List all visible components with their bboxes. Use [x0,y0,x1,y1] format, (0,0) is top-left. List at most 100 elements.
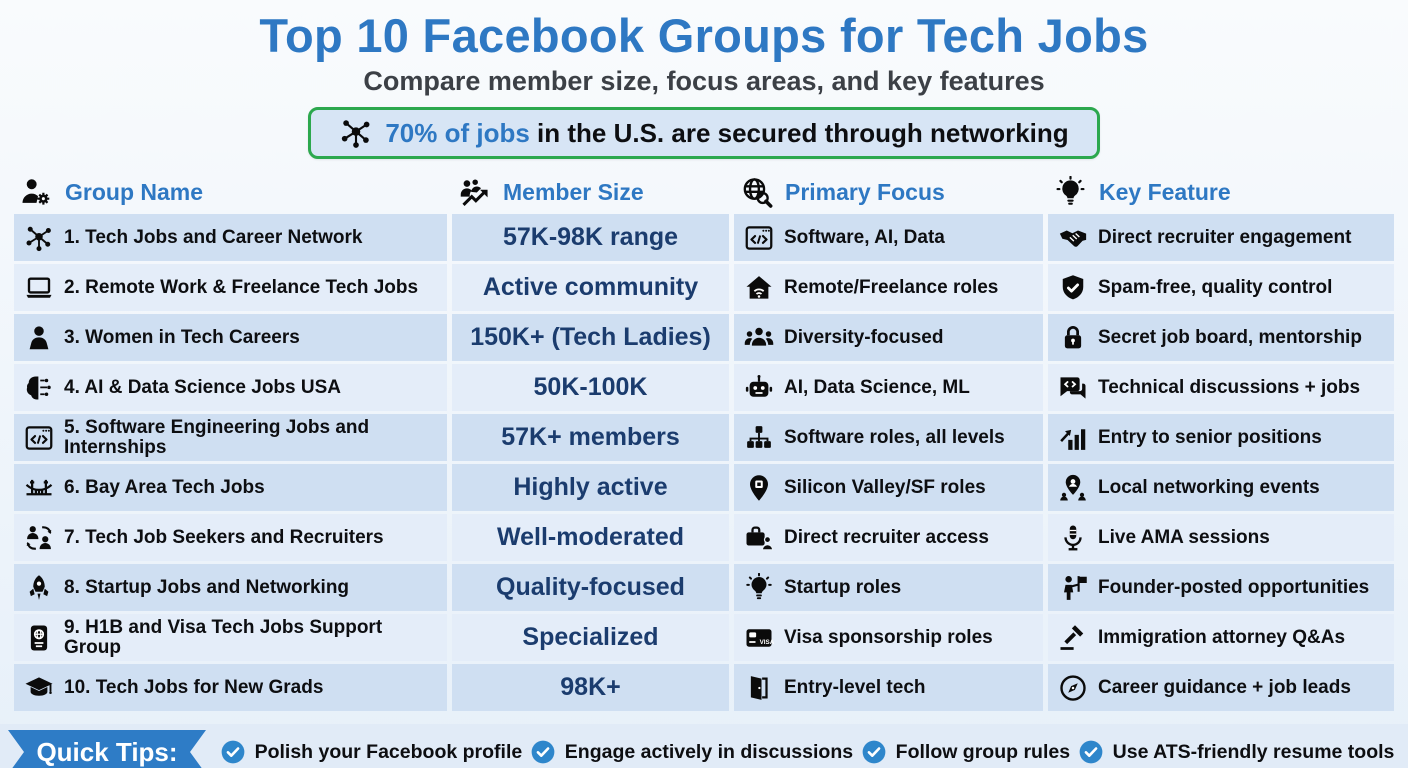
quick-tips-list: Polish your Facebook profile Engage acti… [206,739,1408,765]
network-icon [24,223,54,253]
users-group-icon [744,323,774,353]
passport-icon [24,623,54,653]
key-feature-text: Local networking events [1098,476,1320,498]
member-size-text: 150K+ (Tech Ladies) [470,323,711,352]
primary-focus-cell: Direct recruiter access [734,514,1043,561]
group-name-cell: 6. Bay Area Tech Jobs [14,464,447,511]
house-wifi-icon [744,273,774,303]
stat-rest: in the U.S. are secured through networki… [529,117,1069,148]
stat-callout: 70% of jobs in the U.S. are secured thro… [308,107,1100,159]
member-size-text: 98K+ [560,673,621,702]
group-name-cell: 4. AI & Data Science Jobs USA [14,364,447,411]
handshake-icon [1058,223,1088,253]
member-size-text: 57K+ members [501,423,680,452]
primary-focus-cell: VISA Visa sponsorship roles [734,614,1043,661]
people-growth-icon [458,176,491,209]
primary-focus-text: Diversity-focused [784,326,944,348]
check-circle-icon [861,739,887,765]
member-size-text: 57K-98K range [502,223,679,252]
key-feature-cell: Career guidance + job leads [1048,664,1394,711]
quick-tips-ribbon: Quick Tips: [8,730,206,768]
primary-focus-cell: Diversity-focused [734,314,1043,361]
tip-text: Polish your Facebook profile [254,740,523,763]
group-name-cell: 10. Tech Jobs for New Grads [14,664,447,711]
robot-icon [744,373,774,403]
group-name-text: 3. Women in Tech Careers [64,326,300,348]
member-size-text: Quality-focused [496,573,685,602]
gavel-icon [1058,623,1088,653]
column-header-label: Key Feature [1099,178,1231,205]
member-size-text: Active community [482,273,699,302]
column-header-label: Member Size [503,178,644,205]
laptop-icon [24,273,54,303]
primary-focus-cell: AI, Data Science, ML [734,364,1043,411]
door-open-icon [744,673,774,703]
tip-item: Polish your Facebook profile [220,739,523,765]
member-size-cell: 50K-100K [452,364,729,411]
key-feature-text: Entry to senior positions [1098,426,1322,448]
group-name-text: 7. Tech Job Seekers and Recruiters [64,526,384,548]
column-header-primary-focus: Primary Focus [734,173,1043,211]
key-feature-cell: Immigration attorney Q&As [1048,614,1394,661]
column-header-key-feature: Key Feature [1048,173,1394,211]
key-feature-cell: Direct recruiter engagement [1048,214,1394,261]
tip-text: Use ATS-friendly resume tools [1112,740,1395,763]
key-feature-text: Immigration attorney Q&As [1098,626,1346,648]
primary-focus-text: Silicon Valley/SF roles [784,476,986,498]
key-feature-cell: Spam-free, quality control [1048,264,1394,311]
group-name-cell: 5. Software Engineering Jobs and Interns… [14,414,447,461]
column-header-label: Group Name [65,178,204,205]
member-size-text: Highly active [513,473,668,502]
group-name-cell: 9. H1B and Visa Tech Jobs Support Group [14,614,447,661]
globe-search-icon [740,176,773,209]
lightbulb-icon [744,572,774,603]
group-name-text: 10. Tech Jobs for New Grads [64,676,324,698]
key-feature-cell: Founder-posted opportunities [1048,564,1394,611]
primary-focus-cell: Software roles, all levels [734,414,1043,461]
member-size-cell: Active community [452,264,729,311]
person-flag-icon [1058,573,1088,603]
member-size-cell: 98K+ [452,664,729,711]
group-name-cell: 3. Women in Tech Careers [14,314,447,361]
woman-icon [24,323,54,353]
shield-check-icon [1058,273,1088,303]
grad-cap-icon [24,673,54,703]
stat-highlight: 70% of jobs [385,117,530,148]
tip-item: Use ATS-friendly resume tools [1078,739,1395,765]
column-header-member-size: Member Size [452,173,729,211]
tip-text: Engage actively in discussions [564,740,854,763]
primary-focus-text: Direct recruiter access [784,526,989,548]
code-chat-icon [1058,373,1088,403]
member-size-cell: 150K+ (Tech Ladies) [452,314,729,361]
quick-tips-bar: Quick Tips: Polish your Facebook profile… [0,724,1408,768]
primary-focus-cell: Software, AI, Data [734,214,1043,261]
key-feature-cell: Secret job board, mentorship [1048,314,1394,361]
member-size-cell: 57K-98K range [452,214,729,261]
org-cubes-icon [744,423,774,453]
person-pin-group-icon [1058,473,1088,503]
check-circle-icon [220,739,246,765]
compass-icon [1058,673,1088,703]
group-name-text: 1. Tech Jobs and Career Network [64,226,363,248]
page-title: Top 10 Facebook Groups for Tech Jobs [259,9,1149,62]
lock-icon [1058,323,1088,353]
primary-focus-cell: Silicon Valley/SF roles [734,464,1043,511]
key-feature-cell: Local networking events [1048,464,1394,511]
visa-card-icon: VISA [744,623,774,653]
key-feature-text: Founder-posted opportunities [1098,576,1370,598]
comparison-table: Group Name Member Size Primary Focus Key… [14,173,1394,711]
group-name-cell: 8. Startup Jobs and Networking [14,564,447,611]
group-name-cell: 1. Tech Jobs and Career Network [14,214,447,261]
group-name-cell: 2. Remote Work & Freelance Tech Jobs [14,264,447,311]
microphone-icon [1058,523,1088,553]
key-feature-text: Spam-free, quality control [1098,276,1333,298]
primary-focus-text: Startup roles [784,576,902,598]
key-feature-cell: Technical discussions + jobs [1048,364,1394,411]
primary-focus-text: Visa sponsorship roles [784,626,993,648]
member-size-cell: Specialized [452,614,729,661]
primary-focus-text: Software roles, all levels [784,426,1005,448]
group-name-text: 5. Software Engineering Jobs and Interns… [64,416,370,458]
stat-callout-text: 70% of jobs in the U.S. are secured thro… [385,118,1068,149]
member-size-cell: 57K+ members [452,414,729,461]
